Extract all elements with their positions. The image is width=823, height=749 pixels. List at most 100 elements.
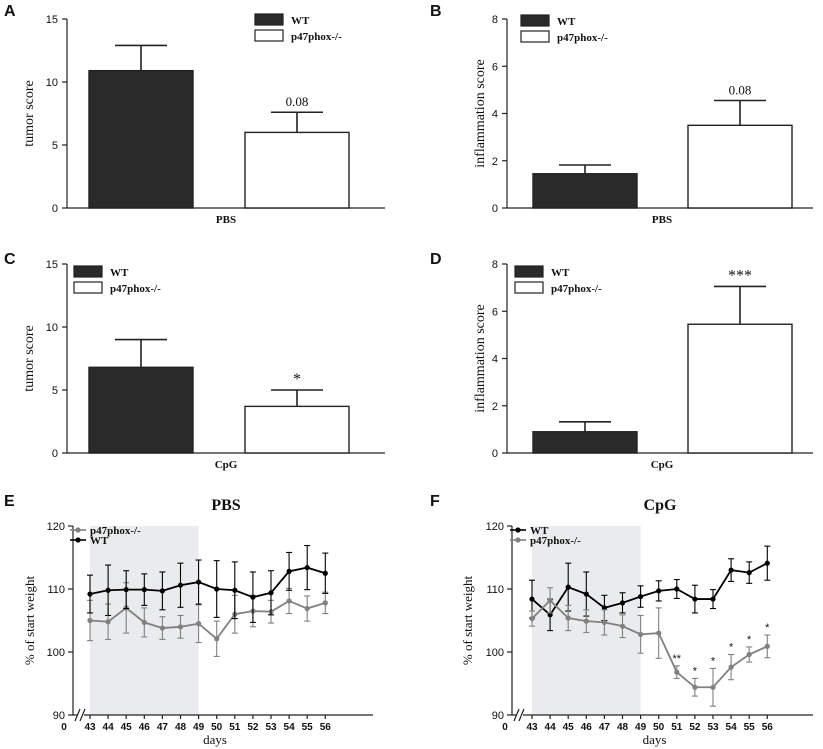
y-tick-label: 110 xyxy=(486,584,504,596)
data-point xyxy=(565,615,571,621)
legend-label: WT xyxy=(291,15,310,27)
data-point xyxy=(141,587,147,593)
x-tick-label: 44 xyxy=(103,722,115,733)
data-point xyxy=(638,631,644,637)
legend-label: p47phox-/- xyxy=(557,32,608,44)
y-tick-label: 5 xyxy=(52,385,58,397)
series-line xyxy=(89,566,326,599)
legend-swatch xyxy=(514,281,544,294)
significance-label: * xyxy=(711,655,716,667)
x-tick-label: 51 xyxy=(671,722,683,733)
x-tick-label: 46 xyxy=(581,722,593,733)
bar-panel-A: 0 5 10 15 tumor score PBS 0.08 WT p47phox-/- xyxy=(22,13,385,226)
x-tick-label: 55 xyxy=(302,722,314,733)
data-point xyxy=(159,625,165,631)
significance-label: * xyxy=(693,665,698,677)
data-point xyxy=(214,636,220,642)
x-tick-label: 0 xyxy=(61,722,67,733)
legend: WT p47phox-/- xyxy=(73,265,161,295)
data-point xyxy=(214,586,220,592)
x-tick-label: 43 xyxy=(526,722,538,733)
legend-marker xyxy=(75,527,81,533)
bar-wt xyxy=(532,173,638,209)
data-point xyxy=(692,684,698,690)
data-point xyxy=(638,593,644,600)
x-tick-label: 49 xyxy=(193,722,205,733)
data-point xyxy=(304,605,310,612)
data-point xyxy=(656,630,662,636)
x-tick-label: 56 xyxy=(762,722,774,733)
x-tick-label: 51 xyxy=(229,722,241,733)
axis-break xyxy=(518,708,525,722)
data-point xyxy=(159,588,165,594)
y-tick-label: 110 xyxy=(47,584,65,596)
series-p47phox-/- xyxy=(529,587,771,707)
x-tick-label: 53 xyxy=(265,722,277,733)
legend-swatch xyxy=(254,29,284,42)
legend-label: WT xyxy=(557,16,576,28)
legend-swatch xyxy=(254,13,284,26)
y-tick-label: 120 xyxy=(47,521,65,533)
legend-label: p47phox-/- xyxy=(90,525,141,537)
x-tick-label: 49 xyxy=(635,722,647,733)
legend-swatch xyxy=(520,14,550,27)
bar-p47phox xyxy=(687,124,793,209)
x-tick-label: 53 xyxy=(707,722,719,733)
panel-letter-C: C xyxy=(4,251,16,268)
data-point xyxy=(141,619,147,625)
y-tick-label: 90 xyxy=(492,710,504,722)
data-point xyxy=(177,582,184,588)
axis-break-gap xyxy=(516,711,523,719)
x-tick-label: 50 xyxy=(653,722,665,733)
y-tick-label: 4 xyxy=(492,109,498,121)
panel-letter-D: D xyxy=(430,251,442,268)
x-tick-label: 47 xyxy=(599,722,611,733)
y-tick-label: 100 xyxy=(486,647,504,659)
data-point xyxy=(710,596,716,602)
y-tick-label: 0 xyxy=(492,448,498,460)
data-point xyxy=(583,591,589,597)
x-tick-label: 45 xyxy=(121,722,133,733)
y-tick-label: 90 xyxy=(53,710,65,722)
x-tick-label: 45 xyxy=(563,722,575,733)
data-point xyxy=(304,564,310,571)
y-tick-label: 5 xyxy=(52,140,58,152)
legend-marker xyxy=(515,527,521,533)
x-tick-label: 56 xyxy=(320,722,332,733)
bar-p47phox xyxy=(244,405,350,454)
y-tick-label: 10 xyxy=(46,77,58,89)
data-point xyxy=(196,579,202,585)
data-point xyxy=(583,618,589,624)
significance-label: *** xyxy=(728,267,752,284)
y-axis-label: % of start weight xyxy=(22,576,37,666)
x-axis-label: days xyxy=(643,732,667,747)
data-point xyxy=(710,684,716,690)
data-point xyxy=(322,570,328,576)
data-point xyxy=(286,598,292,604)
y-tick-label: 15 xyxy=(46,14,58,26)
data-point xyxy=(105,619,111,625)
legend-label: p47phox-/- xyxy=(110,283,161,295)
data-point xyxy=(746,651,752,658)
data-point xyxy=(764,643,770,649)
data-point xyxy=(268,590,274,596)
y-tick-label: 2 xyxy=(492,401,498,413)
x-axis-label: CpG xyxy=(215,459,238,471)
axis-break-gap xyxy=(77,711,84,719)
series-WT xyxy=(529,545,771,632)
legend-label: WT xyxy=(551,267,570,279)
significance-label: * xyxy=(293,371,301,388)
y-axis-label: tumor score xyxy=(22,80,37,146)
series-line xyxy=(89,599,326,641)
data-point xyxy=(123,587,129,593)
line-panel-E: 90 100 110 120 0 43 44 45 46 47 48 49 50 51 52 53 54 55 56… xyxy=(22,497,373,747)
data-point xyxy=(619,600,626,606)
data-point xyxy=(601,619,608,625)
x-tick-label: 52 xyxy=(689,722,701,733)
legend-label: p47phox-/- xyxy=(551,283,602,295)
data-point xyxy=(728,664,734,670)
line-panel-F: 90 100 110 120 0 43 44 45 46 47 48 49 50 51 52 53 54 55 56… xyxy=(460,497,813,747)
y-axis-label: inflammation score xyxy=(473,59,488,167)
legend: WT p47phox-/- xyxy=(520,14,608,44)
